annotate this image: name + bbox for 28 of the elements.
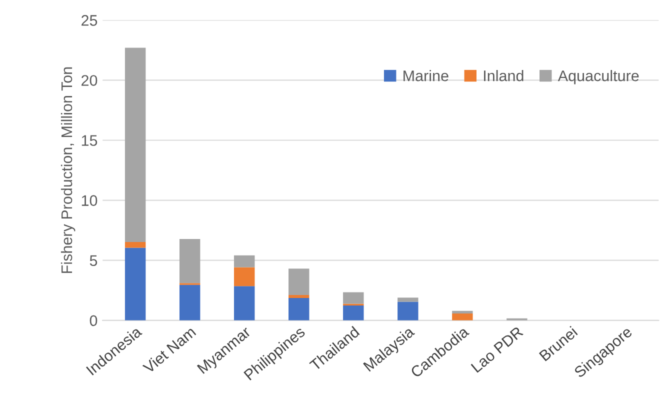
x-tick-label: Viet Nam bbox=[142, 326, 196, 374]
y-tick-label: 0 bbox=[90, 315, 98, 326]
bar bbox=[452, 314, 473, 320]
bar bbox=[398, 298, 418, 302]
legend-label: Aquaculture bbox=[558, 70, 639, 84]
bar bbox=[288, 295, 310, 298]
legend-label: Inland bbox=[484, 70, 524, 82]
bar bbox=[398, 302, 418, 320]
legend-label: Marine bbox=[404, 70, 448, 82]
bar bbox=[234, 286, 255, 320]
y-tick-label: 5 bbox=[90, 255, 98, 266]
y-tick-label: 25 bbox=[82, 15, 98, 26]
bar bbox=[288, 298, 310, 320]
bar bbox=[124, 248, 146, 320]
y-axis-title: Fishery Production, Million Ton bbox=[60, 67, 76, 273]
bar bbox=[452, 310, 473, 314]
y-tick-label: 15 bbox=[82, 135, 98, 146]
bar bbox=[343, 305, 364, 320]
bar bbox=[234, 255, 255, 268]
y-tick-label: 20 bbox=[82, 75, 98, 86]
y-tick-label: 10 bbox=[82, 195, 98, 206]
bar bbox=[179, 238, 200, 284]
bar bbox=[343, 292, 364, 304]
bar bbox=[124, 48, 146, 242]
bar bbox=[124, 242, 146, 248]
bar bbox=[234, 267, 255, 286]
bar bbox=[179, 284, 200, 320]
bar bbox=[288, 268, 310, 296]
